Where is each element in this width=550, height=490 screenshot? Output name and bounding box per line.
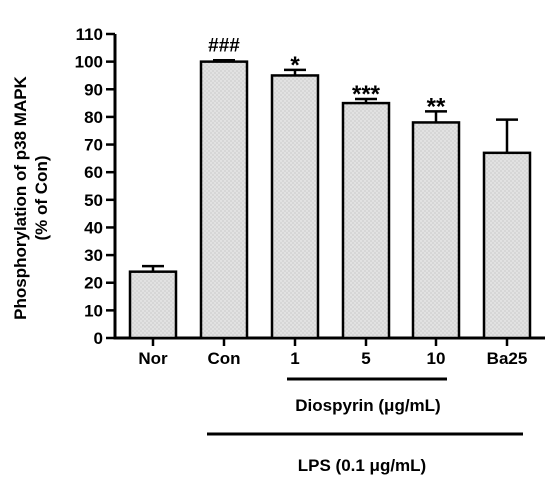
x-tick-label: 5 xyxy=(361,349,370,368)
x-tick-label: Con xyxy=(207,349,240,368)
y-tick-label: 10 xyxy=(84,301,103,320)
y-axis-label-line1: Phosphorylation of p38 MAPK xyxy=(11,75,30,319)
y-tick-label: 60 xyxy=(84,163,103,182)
bar xyxy=(411,121,461,340)
y-tick-label: 20 xyxy=(84,274,103,293)
bar xyxy=(341,101,391,340)
bar xyxy=(482,151,532,340)
axes xyxy=(113,34,545,340)
y-tick-label: 0 xyxy=(94,329,103,348)
y-tick-label: 100 xyxy=(75,53,103,72)
y-tick-label: 110 xyxy=(76,25,103,44)
y-tick-label: 50 xyxy=(84,191,103,210)
significance-label: ** xyxy=(427,93,446,120)
x-ticks: Nor Con 1 5 10 Ba25 xyxy=(138,338,527,368)
x-tick-label: 1 xyxy=(290,349,299,368)
y-tick-label: 40 xyxy=(84,218,103,237)
significance-label: * xyxy=(290,52,300,79)
y-axis-label-line2: (% of Con) xyxy=(32,156,51,241)
diospyrin-group-label: Diospyrin (μg/mL) xyxy=(295,396,440,415)
y-ticks: 0 10 20 30 40 50 60 70 80 90 100 110 xyxy=(75,25,115,348)
significance-label: *** xyxy=(352,81,381,108)
y-tick-label: 70 xyxy=(84,136,103,155)
x-tick-label: 10 xyxy=(427,349,446,368)
bar xyxy=(199,60,249,340)
bars: ###**** ** xyxy=(128,35,532,340)
x-tick-label: Ba25 xyxy=(487,349,528,368)
y-tick-label: 90 xyxy=(84,80,103,99)
y-tick-label: 80 xyxy=(84,108,103,127)
lps-group-label: LPS (0.1 μg/mL) xyxy=(298,456,426,475)
y-tick-label: 30 xyxy=(84,246,103,265)
bar xyxy=(270,74,320,340)
significance-label: ### xyxy=(208,35,240,56)
x-tick-label: Nor xyxy=(138,349,168,368)
bar xyxy=(128,270,178,340)
